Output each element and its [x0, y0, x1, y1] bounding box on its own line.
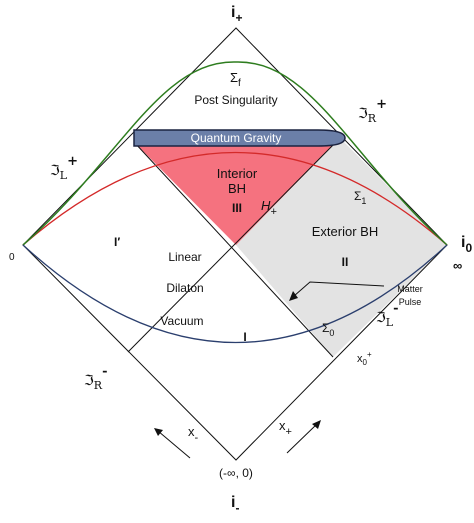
x-plus-label: x+ [279, 418, 292, 438]
zero-label: 0 [9, 252, 15, 263]
vacuum-label: Vacuum [160, 314, 203, 328]
interior-bh-region [134, 138, 340, 245]
scri-l-minus-label: ℑL- [376, 301, 398, 329]
x-minus-arrow [157, 430, 191, 459]
x-minus-label: x- [188, 424, 199, 444]
i-zero-label: i0 [461, 234, 472, 255]
matter-pulse-arrowhead [289, 291, 298, 301]
exterior-bh-region [236, 138, 447, 357]
region-iii-label: III [232, 201, 242, 215]
matter-pulse-arrow [293, 281, 385, 297]
sigma-0-label: Σ0 [322, 321, 334, 338]
origin-label: (-∞, 0) [219, 466, 253, 480]
pulse-label: Pulse [399, 297, 422, 307]
horizon-line [133, 141, 334, 358]
linear-label: Linear [168, 250, 201, 264]
matter-label: Matter [397, 284, 423, 294]
infinity-label: ∞ [453, 258, 462, 273]
horizon-label: H+ [261, 198, 277, 218]
sigma-f-label: Σf [230, 70, 241, 89]
x-plus-arrowhead [312, 420, 321, 429]
x-plus-arrow [286, 423, 318, 454]
exterior-bh-label: Exterior BH [312, 224, 378, 239]
interior-bh-label: BH [228, 181, 246, 196]
green-curve [22, 61, 448, 246]
interior-right-edge [127, 137, 341, 353]
x-minus-arrowhead [154, 428, 163, 436]
region-i-label: I [243, 330, 246, 344]
interior-label: Interior [217, 166, 258, 181]
i-plus-label: i+ [231, 4, 242, 25]
dilaton-label: Dilaton [166, 281, 203, 295]
region-ii-label: II [342, 255, 349, 269]
quantum-gravity-label: Quantum Gravity [191, 131, 282, 145]
red-curve [22, 152, 448, 246]
sigma-1-label: Σ1 [354, 189, 366, 206]
region-i-prime-label: I′ [114, 235, 120, 249]
scri-r-plus-label: ℑR+ [358, 97, 387, 125]
quantum-gravity-region [133, 129, 346, 147]
x0-plus-label: x0+ [357, 350, 372, 367]
blue-curve [22, 244, 448, 343]
scri-r-minus-label: ℑR- [84, 364, 107, 392]
i-minus-label: i- [231, 494, 239, 515]
scri-l-plus-label: ℑL+ [50, 154, 78, 182]
post-singularity-label: Post Singularity [194, 93, 277, 107]
